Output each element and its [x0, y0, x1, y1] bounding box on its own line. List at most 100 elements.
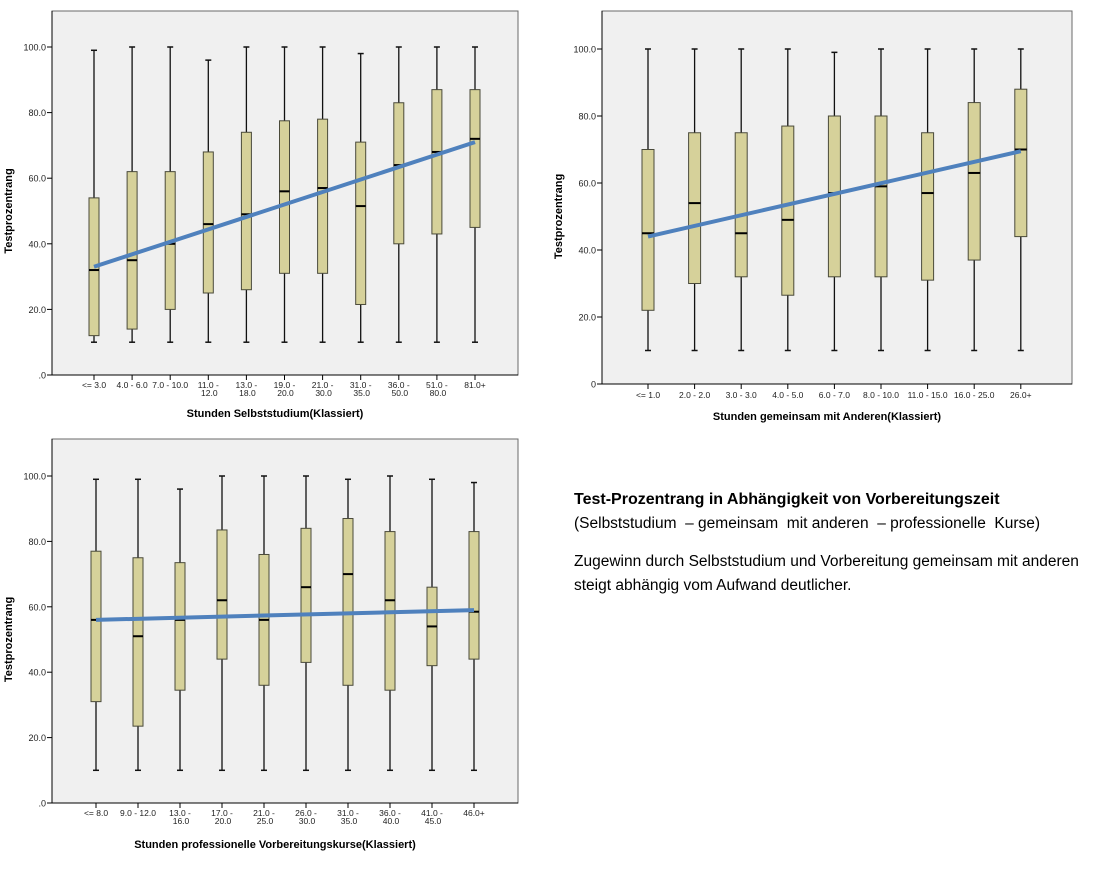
y-tick-label: 40.0: [578, 246, 596, 256]
x-tick-label: 45.0: [425, 816, 442, 826]
x-tick-label: 41.0 -: [421, 808, 443, 818]
description-title: Test-Prozentrang in Abhängigkeit von Vor…: [574, 491, 1000, 508]
box-iqr: [1014, 88, 1028, 238]
box-iqr: [641, 149, 655, 311]
x-tick-label: 30.0: [315, 388, 332, 398]
box-group: [734, 48, 748, 352]
box-iqr: [90, 550, 102, 703]
y-tick-label: 100.0: [23, 472, 46, 482]
box-iqr: [469, 89, 481, 228]
x-tick-label: 11.0 -: [198, 380, 219, 390]
x-tick-label: 4.0 - 6.0: [117, 380, 148, 390]
box-iqr: [202, 151, 214, 294]
x-tick-label: <= 8.0: [84, 808, 108, 818]
y-tick-label: .0: [38, 799, 46, 809]
x-tick-label: 51.0 -: [426, 380, 448, 390]
box-iqr: [132, 557, 144, 727]
trend-line: [95, 608, 475, 622]
y-tick-label: 60.0: [28, 174, 46, 184]
y-tick-label: 20.0: [28, 733, 46, 743]
boxplot-professionelle-kurse: .0 20.0 40.0 60.0 80.0 100.0 Testprozentrang St…: [0, 430, 540, 871]
x-tick-label: 21.0 -: [312, 380, 334, 390]
x-tick-label: 31.0 -: [350, 380, 372, 390]
y-tick-label: 40.0: [28, 239, 46, 249]
y-axis-label: Testprozentrang: [3, 168, 15, 253]
x-tick-label: 2.0 - 2.0: [679, 390, 710, 400]
x-tick-label: 20.0: [277, 388, 294, 398]
box-iqr: [342, 518, 354, 686]
chart-svg-professionelle: .0 20.0 40.0 60.0 80.0 100.0 Testprozentrang St…: [3, 438, 519, 851]
x-tick-label: 16.0 - 25.0: [954, 390, 995, 400]
box-group: [202, 59, 214, 343]
box-iqr: [393, 102, 405, 245]
box-iqr: [317, 118, 329, 274]
box-group: [1014, 48, 1028, 352]
box-iqr: [781, 125, 795, 296]
box-iqr: [688, 132, 702, 284]
x-tick-label: <= 3.0: [82, 380, 106, 390]
x-tick-label: 26.0 -: [295, 808, 317, 818]
x-tick-label: 4.0 - 5.0: [772, 390, 803, 400]
y-tick-label: 100.0: [573, 45, 596, 55]
box-group: [216, 475, 228, 772]
box-iqr: [734, 132, 748, 278]
box-group: [279, 46, 290, 343]
x-tick-label: <= 1.0: [636, 390, 660, 400]
x-tick-label: 3.0 - 3.0: [726, 390, 757, 400]
y-tick-label: .0: [38, 371, 46, 381]
box-group: [240, 46, 252, 343]
box-group: [921, 48, 935, 352]
y-tick-label: 20.0: [28, 305, 46, 315]
x-tick-label: 80.0: [430, 388, 447, 398]
y-tick-label: 80.0: [28, 537, 46, 547]
x-tick-label: 30.0: [299, 816, 316, 826]
box-iqr: [174, 562, 186, 691]
chart-svg-gemeinsam: 0 20.0 40.0 60.0 80.0 100.0 Testprozentrang Stu…: [553, 10, 1073, 423]
y-tick-label: 60.0: [28, 602, 46, 612]
x-tick-label: 6.0 - 7.0: [819, 390, 850, 400]
box-group: [967, 48, 981, 352]
x-axis-label: Stunden Selbststudium(Klassiert): [187, 408, 364, 420]
x-tick-label: 12.0: [201, 388, 218, 398]
box-group: [781, 48, 795, 352]
box-iqr: [240, 131, 252, 291]
x-tick-label: 9.0 - 12.0: [120, 808, 156, 818]
box-iqr: [126, 171, 138, 330]
x-tick-label: 46.0+: [463, 808, 485, 818]
y-tick-label: 0: [591, 380, 596, 390]
trend-line: [647, 149, 1022, 239]
box-group: [641, 48, 655, 352]
box-group: [126, 46, 138, 343]
box-group: [469, 46, 481, 343]
description-block: Test-Prozentrang in Abhängigkeit von Vor…: [574, 488, 1094, 598]
box-group: [317, 46, 329, 343]
x-tick-label: 13.0 -: [169, 808, 191, 818]
box-group: [431, 46, 443, 343]
box-iqr: [300, 527, 312, 663]
y-tick-label: 100.0: [23, 43, 46, 53]
x-tick-label: 18.0: [239, 388, 256, 398]
box-iqr: [921, 132, 935, 281]
x-tick-label: 21.0 -: [253, 808, 275, 818]
x-tick-label: 26.0+: [1010, 390, 1032, 400]
x-tick-label: 40.0: [383, 816, 400, 826]
box-iqr: [431, 89, 443, 235]
box-iqr: [967, 102, 981, 261]
y-tick-label: 40.0: [28, 668, 46, 678]
box-group: [258, 475, 270, 772]
y-tick-label: 20.0: [578, 313, 596, 323]
x-tick-label: 35.0: [353, 388, 370, 398]
boxplot-gemeinsam: 0 20.0 40.0 60.0 80.0 100.0 Testprozentrang Stu…: [540, 0, 1095, 430]
y-axis-label: Testprozentrang: [3, 597, 15, 682]
box-group: [355, 52, 367, 343]
x-tick-label: 35.0: [341, 816, 358, 826]
box-iqr: [216, 529, 228, 660]
box-iqr: [874, 115, 888, 278]
y-axis-label: Testprozentrang: [553, 174, 565, 259]
x-tick-label: 11.0 - 15.0: [908, 390, 948, 400]
x-axis-label: Stunden professionelle Vorbereitungskurs…: [134, 839, 416, 851]
x-tick-label: 20.0: [215, 816, 232, 826]
box-group: [300, 475, 312, 772]
box-group: [132, 478, 144, 772]
box-iqr: [468, 531, 480, 660]
